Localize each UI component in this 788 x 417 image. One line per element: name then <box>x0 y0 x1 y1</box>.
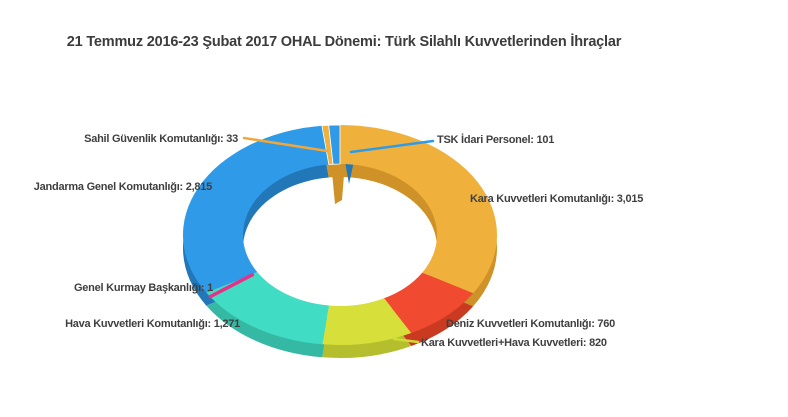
slice-kara-kuvvetleri-hava-kuvvetleri[interactable] <box>322 298 412 346</box>
slice-labels: Kara Kuvvetleri Komutanlığı: 3,015 Deniz … <box>34 133 644 349</box>
slice-kara-kuvvetleri-komutanligi[interactable] <box>340 125 497 294</box>
leader-tsk-i-dari-personel <box>349 139 435 154</box>
donut-slices <box>182 124 497 346</box>
chart-title: 21 Temmuz 2016-23 Şubat 2017 OHAL Dönemi… <box>67 33 622 50</box>
leader-sahil-guvenlik-komutanligi <box>242 136 329 153</box>
label-jandarma-genel-komutanligi: Jandarma Genel Komutanlığı: 2,815 <box>34 181 212 193</box>
inner-wall-sahil <box>331 162 345 204</box>
label-kara-kuvvetleri-komutanligi: Kara Kuvvetleri Komutanlığı: 3,015 <box>470 193 643 205</box>
inner-wall-tsk <box>345 161 354 184</box>
label-kara-kuvvetleri-hava-kuvvetleri: Kara Kuvvetleri+Hava Kuvvetleri: 820 <box>421 337 607 349</box>
leader-lines <box>242 136 435 344</box>
slice-genel-kurmay-baskanligi[interactable] <box>208 273 255 299</box>
slice-jandarma-genel-komutanligi[interactable] <box>182 125 329 293</box>
label-genel-kurmay-baskanligi: Genel Kurmay Başkanlığı: 1 <box>74 282 213 294</box>
label-hava-kuvvetleri-komutanligi: Hava Kuvvetleri Komutanlığı: 1,271 <box>65 318 240 330</box>
slice-tsk-i-dari-personel[interactable] <box>328 124 341 165</box>
slice-hava-kuvvetleri-komutanligi[interactable] <box>206 272 330 345</box>
leader-kara-kuvvetleri-hava-kuvvetleri <box>392 337 420 344</box>
label-tsk-i-dari-personel: TSK İdari Personel: 101 <box>437 133 554 146</box>
label-deniz-kuvvetleri-komutanligi: Deniz Kuvvetleri Komutanlığı: 760 <box>446 318 615 330</box>
donut-inner-walls <box>331 161 354 204</box>
label-sahil-guvenlik-komutanligi: Sahil Güvenlik Komutanlığı: 33 <box>84 133 238 145</box>
slice-deniz-kuvvetleri-komutanligi[interactable] <box>384 272 474 334</box>
